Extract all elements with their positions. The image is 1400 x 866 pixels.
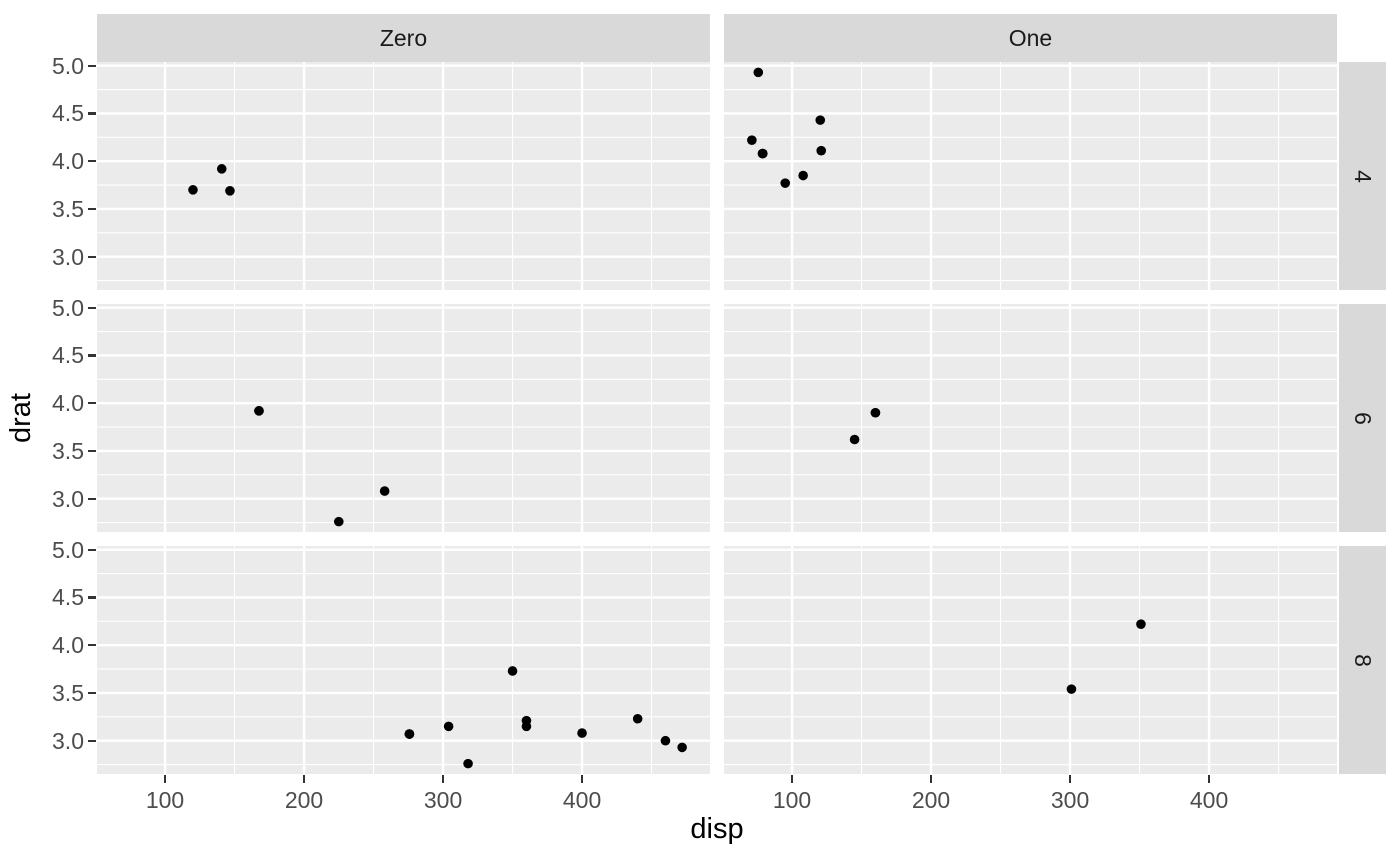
y-tick-label: 4.0 — [52, 632, 84, 659]
x-tick-mark — [1207, 775, 1211, 783]
x-tick-mark — [790, 775, 794, 783]
data-point — [577, 728, 587, 738]
x-tick-mark — [441, 775, 445, 783]
y-tick-mark — [88, 160, 96, 163]
y-tick-label: 4.0 — [52, 148, 84, 175]
data-point — [379, 486, 390, 496]
x-tick-label: 300 — [423, 787, 463, 813]
panel-one-6 — [724, 304, 1337, 532]
y-tick-label: 4.5 — [52, 584, 84, 611]
y-tick-label: 4.5 — [52, 100, 84, 127]
facet-row-strip-label: 6 — [1349, 411, 1376, 425]
data-point — [225, 186, 235, 196]
data-point — [443, 721, 454, 732]
data-point — [870, 407, 881, 418]
data-point — [333, 516, 344, 527]
data-point — [660, 735, 671, 746]
data-point — [816, 145, 827, 156]
y-tick-mark — [88, 449, 96, 453]
y-tick-mark — [88, 739, 96, 742]
x-tick-label: 200 — [284, 787, 324, 813]
y-tick-label: 5.0 — [52, 536, 84, 563]
y-tick-mark — [88, 596, 96, 599]
x-tick-label: 300 — [1050, 787, 1090, 813]
y-tick-label: 4.0 — [52, 390, 84, 417]
x-tick-label: 100 — [772, 787, 812, 813]
x-tick-mark — [580, 775, 584, 783]
y-tick-label: 4.5 — [52, 342, 84, 369]
y-tick-mark — [88, 255, 96, 258]
facet-row-strip-4: 4 — [1339, 62, 1386, 290]
data-point — [507, 666, 518, 676]
facet-row-strip-label: 4 — [1349, 169, 1376, 183]
y-tick-mark — [88, 306, 96, 309]
y-tick-label: 3.5 — [52, 195, 84, 222]
facet-col-strip-one: One — [724, 14, 1337, 62]
y-tick-label: 3.5 — [52, 437, 84, 464]
x-tick-label: 200 — [911, 787, 951, 813]
panel-zero-6 — [97, 304, 710, 532]
x-tick-mark — [163, 775, 167, 783]
panel-canvas — [724, 62, 1337, 290]
panel-canvas — [97, 62, 710, 290]
x-tick-label: 100 — [145, 787, 185, 813]
y-tick-label: 3.0 — [52, 727, 84, 754]
panel-canvas — [724, 304, 1337, 532]
data-point — [188, 185, 198, 195]
data-point — [632, 713, 643, 724]
y-tick-mark — [88, 644, 96, 647]
x-tick-mark — [302, 775, 306, 783]
y-tick-label: 3.0 — [52, 243, 84, 270]
y-tick-mark — [88, 402, 96, 405]
panel-canvas — [724, 546, 1337, 774]
data-point — [404, 729, 415, 739]
y-tick-mark — [88, 548, 96, 551]
y-tick-mark — [88, 691, 96, 695]
data-point — [1066, 684, 1077, 694]
panel-one-4 — [724, 62, 1337, 290]
data-point — [758, 148, 768, 159]
facet-row-strip-label: 8 — [1349, 653, 1376, 667]
data-point — [798, 170, 808, 181]
data-point — [254, 406, 264, 416]
x-tick-label: 400 — [562, 787, 602, 813]
x-tick-mark — [929, 775, 933, 783]
y-tick-mark — [88, 497, 96, 500]
panel-canvas — [97, 304, 710, 532]
data-point — [815, 115, 826, 125]
panel-zero-8 — [97, 546, 710, 774]
y-tick-mark — [88, 64, 96, 67]
facet-row-strip-6: 6 — [1339, 304, 1386, 532]
y-tick-label: 3.5 — [52, 679, 84, 706]
data-point — [216, 164, 227, 174]
x-tick-label: 400 — [1189, 787, 1229, 813]
data-point — [521, 715, 532, 726]
facet-col-strip-zero: Zero — [97, 14, 710, 62]
panel-canvas — [97, 546, 710, 774]
data-point — [677, 742, 687, 753]
facet-col-strip-label: Zero — [379, 24, 428, 51]
x-axis-title: disp — [690, 813, 744, 845]
data-point — [1136, 619, 1146, 629]
y-tick-mark — [88, 112, 96, 115]
facet-row-strip-8: 8 — [1339, 546, 1386, 774]
data-point — [747, 135, 757, 145]
x-tick-mark — [1068, 775, 1072, 783]
panel-one-8 — [724, 546, 1337, 774]
y-tick-label: 3.0 — [52, 485, 84, 512]
facet-col-strip-label: One — [1008, 24, 1053, 51]
panel-zero-4 — [97, 62, 710, 290]
data-point — [463, 758, 473, 769]
y-tick-label: 5.0 — [52, 52, 84, 79]
data-point — [780, 178, 791, 188]
data-point — [849, 434, 860, 445]
y-tick-mark — [88, 354, 96, 357]
data-point — [753, 67, 764, 78]
y-tick-label: 5.0 — [52, 294, 84, 321]
y-tick-mark — [88, 207, 96, 211]
